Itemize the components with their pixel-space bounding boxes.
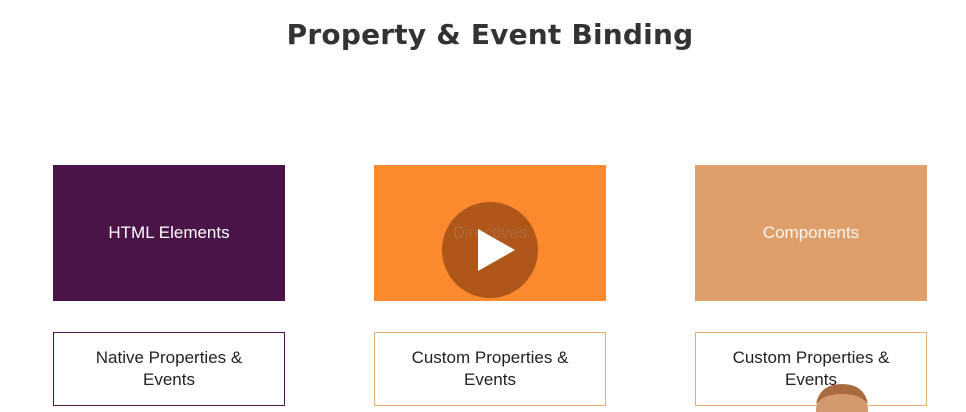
play-button[interactable] [442,202,538,298]
html-elements-label: HTML Elements [108,223,230,242]
slide-title: Property & Event Binding [286,18,694,51]
presenter-head-icon [816,384,868,412]
directives-detail-text: Custom Properties & Events [411,348,569,389]
components-label: Components [762,223,860,242]
components-detail-box: Custom Properties & Events [695,332,927,406]
directives-detail-box: Custom Properties & Events [374,332,606,406]
play-icon [478,229,515,271]
html-elements-box: HTML Elements [53,165,285,301]
html-elements-detail-text: Native Properties & Events [95,348,243,389]
html-elements-detail-box: Native Properties & Events [53,332,285,406]
components-detail-text: Custom Properties & Events [732,348,890,389]
presenter-webcam [810,382,872,412]
components-box: Components [695,165,927,301]
